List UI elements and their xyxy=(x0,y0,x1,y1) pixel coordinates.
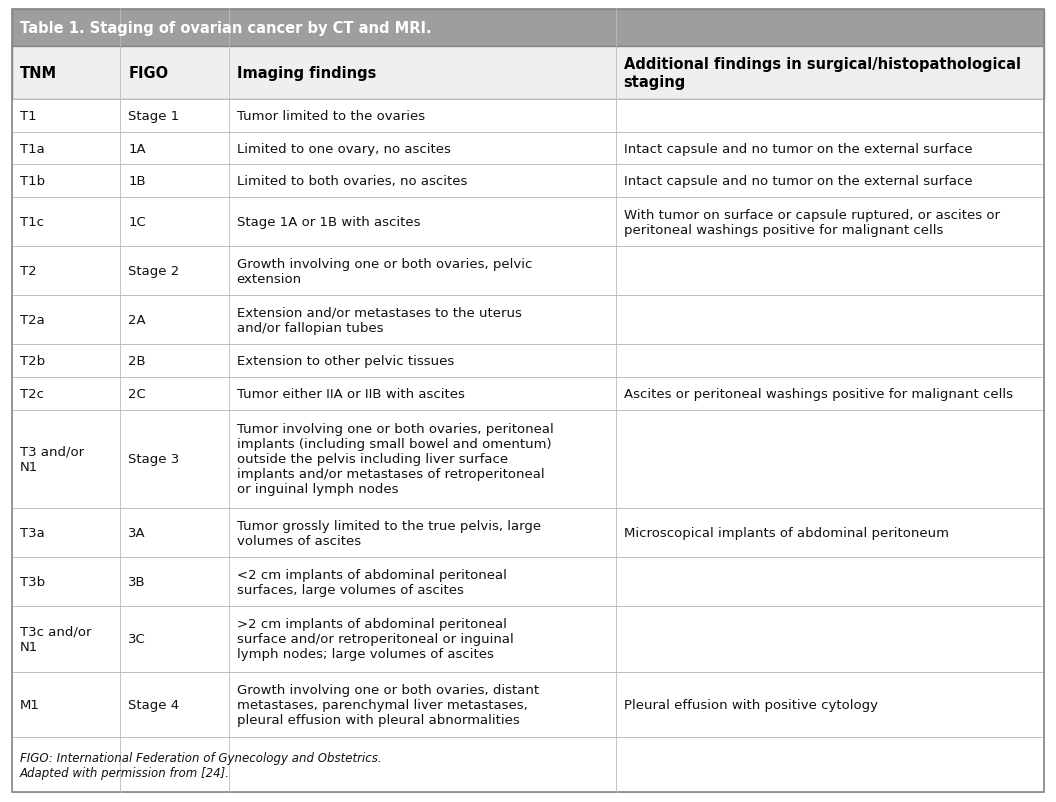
Text: <2 cm implants of abdominal peritoneal
surfaces, large volumes of ascites: <2 cm implants of abdominal peritoneal s… xyxy=(237,568,507,596)
Text: Intact capsule and no tumor on the external surface: Intact capsule and no tumor on the exter… xyxy=(624,143,973,156)
Bar xyxy=(12,411,1044,508)
Text: TNM: TNM xyxy=(20,66,57,81)
Bar xyxy=(12,737,1044,792)
Text: T2b: T2b xyxy=(20,354,45,368)
Text: 2A: 2A xyxy=(129,314,146,327)
Text: Additional findings in surgical/histopathological
staging: Additional findings in surgical/histopat… xyxy=(624,57,1021,90)
Text: Limited to both ovaries, no ascites: Limited to both ovaries, no ascites xyxy=(237,175,467,188)
Text: T3 and/or
N1: T3 and/or N1 xyxy=(20,445,84,473)
Text: Limited to one ovary, no ascites: Limited to one ovary, no ascites xyxy=(237,143,451,156)
Text: T3c and/or
N1: T3c and/or N1 xyxy=(20,625,92,653)
Bar xyxy=(12,100,1044,132)
Text: Tumor involving one or both ovaries, peritoneal
implants (including small bowel : Tumor involving one or both ovaries, per… xyxy=(237,423,553,496)
Text: Table 1. Staging of ovarian cancer by CT and MRI.: Table 1. Staging of ovarian cancer by CT… xyxy=(20,21,432,36)
Text: 2C: 2C xyxy=(129,387,146,400)
Bar xyxy=(12,10,1044,47)
Text: Stage 1: Stage 1 xyxy=(129,110,180,123)
Bar xyxy=(12,345,1044,378)
Bar xyxy=(12,508,1044,557)
Bar xyxy=(12,606,1044,672)
Text: T1b: T1b xyxy=(20,175,45,188)
Text: 1C: 1C xyxy=(129,216,146,229)
Text: Stage 1A or 1B with ascites: Stage 1A or 1B with ascites xyxy=(237,216,420,229)
Text: T2a: T2a xyxy=(20,314,44,327)
Text: T1c: T1c xyxy=(20,216,44,229)
Text: With tumor on surface or capsule ruptured, or ascites or
peritoneal washings pos: With tumor on surface or capsule rupture… xyxy=(624,209,1000,237)
Text: Intact capsule and no tumor on the external surface: Intact capsule and no tumor on the exter… xyxy=(624,175,973,188)
Text: T3b: T3b xyxy=(20,576,45,589)
Text: Tumor grossly limited to the true pelvis, large
volumes of ascites: Tumor grossly limited to the true pelvis… xyxy=(237,519,541,547)
Text: Imaging findings: Imaging findings xyxy=(237,66,376,81)
Text: T1a: T1a xyxy=(20,143,44,156)
Bar xyxy=(12,557,1044,606)
Text: Extension to other pelvic tissues: Extension to other pelvic tissues xyxy=(237,354,454,368)
Text: T1: T1 xyxy=(20,110,37,123)
Text: 3A: 3A xyxy=(129,526,146,540)
Text: Tumor either IIA or IIB with ascites: Tumor either IIA or IIB with ascites xyxy=(237,387,465,400)
Bar xyxy=(12,132,1044,165)
Text: Tumor limited to the ovaries: Tumor limited to the ovaries xyxy=(237,110,425,123)
Text: Pleural effusion with positive cytology: Pleural effusion with positive cytology xyxy=(624,698,878,711)
Text: FIGO: FIGO xyxy=(129,66,169,81)
Text: 3C: 3C xyxy=(129,633,146,646)
Text: Extension and/or metastases to the uterus
and/or fallopian tubes: Extension and/or metastases to the uteru… xyxy=(237,306,522,334)
Bar xyxy=(12,378,1044,411)
Bar xyxy=(12,47,1044,100)
Bar xyxy=(12,165,1044,198)
Text: T3a: T3a xyxy=(20,526,44,540)
Text: 2B: 2B xyxy=(129,354,146,368)
Text: Ascites or peritoneal washings positive for malignant cells: Ascites or peritoneal washings positive … xyxy=(624,387,1013,400)
Text: Growth involving one or both ovaries, pelvic
extension: Growth involving one or both ovaries, pe… xyxy=(237,257,532,286)
Bar xyxy=(12,296,1044,345)
Text: Growth involving one or both ovaries, distant
metastases, parenchymal liver meta: Growth involving one or both ovaries, di… xyxy=(237,683,539,726)
Text: Stage 4: Stage 4 xyxy=(129,698,180,711)
Text: >2 cm implants of abdominal peritoneal
surface and/or retroperitoneal or inguina: >2 cm implants of abdominal peritoneal s… xyxy=(237,618,513,661)
Text: Stage 3: Stage 3 xyxy=(129,453,180,466)
Bar xyxy=(12,247,1044,296)
Text: Microscopical implants of abdominal peritoneum: Microscopical implants of abdominal peri… xyxy=(624,526,948,540)
Text: 1B: 1B xyxy=(129,175,146,188)
Text: T2c: T2c xyxy=(20,387,44,400)
Text: T2: T2 xyxy=(20,265,37,278)
Bar xyxy=(12,672,1044,737)
Text: Stage 2: Stage 2 xyxy=(129,265,180,278)
Bar xyxy=(12,198,1044,247)
Text: FIGO: International Federation of Gynecology and Obstetrics.
Adapted with permis: FIGO: International Federation of Gyneco… xyxy=(20,751,381,779)
Text: 1A: 1A xyxy=(129,143,146,156)
Text: 3B: 3B xyxy=(129,576,146,589)
Text: M1: M1 xyxy=(20,698,40,711)
